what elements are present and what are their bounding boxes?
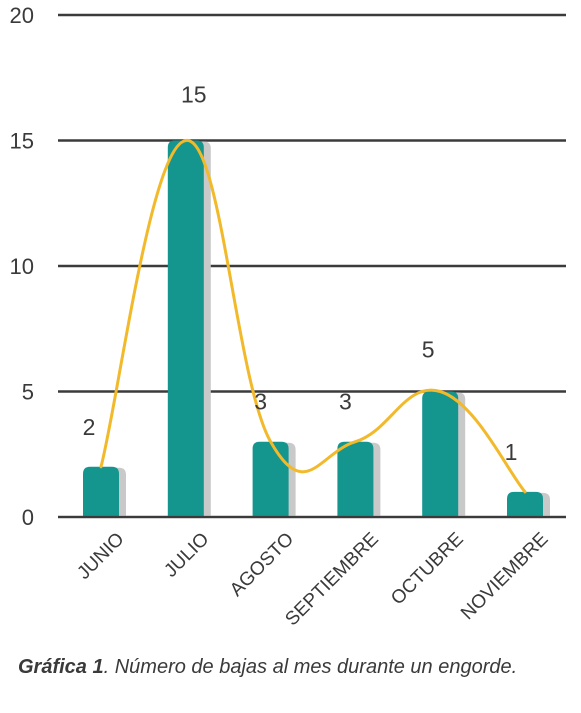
bar bbox=[422, 391, 459, 517]
data-label: 15 bbox=[181, 82, 207, 108]
y-tick-label: 0 bbox=[22, 505, 34, 530]
x-tick-label: JUNIO bbox=[73, 529, 128, 584]
trend-line bbox=[99, 138, 527, 494]
y-tick-label: 5 bbox=[22, 380, 34, 405]
y-tick-label: 20 bbox=[10, 3, 34, 28]
bar bbox=[167, 140, 204, 517]
y-tick-label: 15 bbox=[10, 129, 34, 154]
x-tick-label: NOVIEMBRE bbox=[457, 529, 552, 624]
data-label: 3 bbox=[254, 389, 267, 415]
y-tick-label: 10 bbox=[10, 254, 34, 279]
bar bbox=[507, 491, 543, 517]
bar bbox=[252, 441, 289, 517]
caption-text: . Número de bajas al mes durante un engo… bbox=[103, 656, 518, 678]
data-label: 5 bbox=[422, 337, 435, 363]
figure-caption: Gráfica 1. Número de bajas al mes durant… bbox=[18, 656, 517, 679]
data-label: 2 bbox=[83, 414, 96, 440]
x-tick-label: AGOSTO bbox=[226, 529, 298, 601]
data-label: 3 bbox=[339, 389, 352, 415]
bar bbox=[337, 441, 374, 517]
caption-lead: Gráfica 1 bbox=[18, 656, 104, 678]
bar bbox=[83, 466, 119, 517]
x-tick-label: JULIO bbox=[160, 529, 213, 582]
x-tick-label: OCTUBRE bbox=[387, 529, 468, 610]
data-label: 1 bbox=[505, 439, 518, 465]
